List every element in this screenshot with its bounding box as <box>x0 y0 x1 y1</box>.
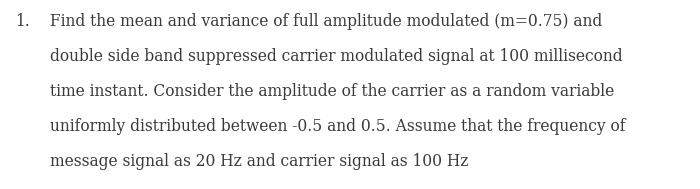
Text: 1.: 1. <box>15 13 30 30</box>
Text: message signal as 20 Hz and carrier signal as 100 Hz: message signal as 20 Hz and carrier sign… <box>50 153 469 170</box>
Text: double side band suppressed carrier modulated signal at 100 millisecond: double side band suppressed carrier modu… <box>50 48 623 65</box>
Text: time instant. Consider the amplitude of the carrier as a random variable: time instant. Consider the amplitude of … <box>50 83 615 100</box>
Text: uniformly distributed between -0.5 and 0.5. Assume that the frequency of: uniformly distributed between -0.5 and 0… <box>50 118 626 135</box>
Text: Find the mean and variance of full amplitude modulated (m=0.75) and: Find the mean and variance of full ampli… <box>50 13 603 30</box>
